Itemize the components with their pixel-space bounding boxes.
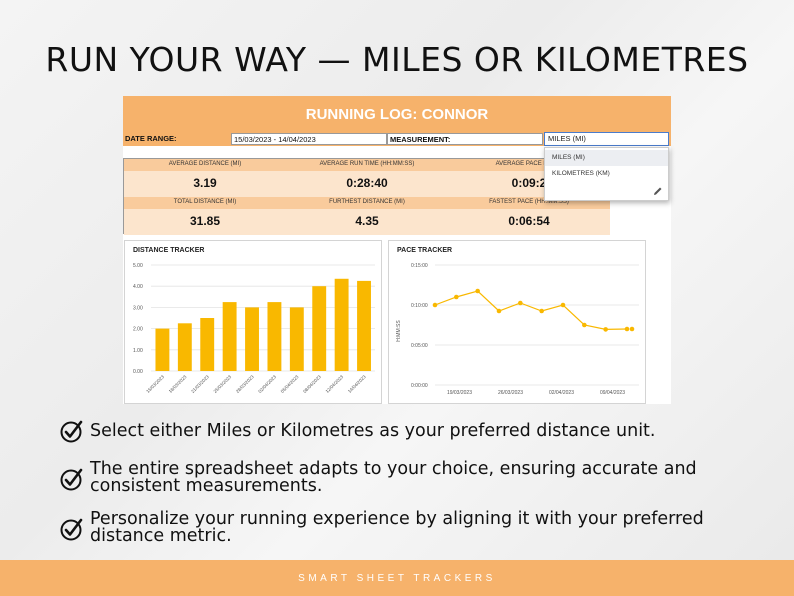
avg-run-time-label: AVERAGE RUN TIME (HH:MM:SS) — [319, 161, 415, 167]
settings-row: DATE RANGE: 15/03/2023 - 14/04/2023 MEAS… — [123, 132, 671, 146]
data-point — [539, 308, 544, 314]
stats-value-band — [124, 171, 610, 197]
date-range-field[interactable]: 15/03/2023 - 14/04/2023 — [231, 133, 387, 145]
y-axis-label: H:MM:SS — [396, 320, 402, 342]
y-tick-label: 4.00 — [133, 284, 143, 290]
fastest-pace-label: FASTEST PACE (HH:MM:SS) — [489, 199, 569, 205]
x-tick-label: 19/03/2023 — [447, 390, 472, 396]
data-point — [629, 326, 635, 332]
sheet-title: RUNNING LOG: CONNOR — [123, 96, 671, 132]
footer-brand: SMART SHEET TRACKERS — [0, 560, 794, 596]
check-circle-icon — [60, 420, 83, 443]
x-tick-label: 26/03/2023 — [498, 390, 523, 396]
x-tick-label: 02/04/2023 — [549, 390, 574, 396]
stats-label-band — [124, 197, 610, 209]
measurement-dropdown-menu: MILES (MI) KILOMETRES (KM) — [544, 147, 669, 201]
avg-distance-label: AVERAGE DISTANCE (MI) — [168, 161, 242, 167]
bar — [334, 278, 349, 371]
x-tick-label: 28/03/2023 — [235, 374, 255, 394]
bullet-text: Personalize your running experience by a… — [90, 509, 704, 546]
total-distance-label: TOTAL DISTANCE (MI) — [173, 199, 237, 205]
y-tick-label: 0:05:00 — [411, 343, 428, 349]
data-point — [454, 294, 459, 300]
stats-block: AVERAGE DISTANCE (MI) 3.19 AVERAGE RUN T… — [123, 158, 610, 235]
data-point — [560, 302, 566, 308]
y-tick-label: 2.00 — [133, 327, 143, 333]
y-tick-label: 0:15:00 — [411, 263, 428, 269]
bar — [177, 323, 192, 371]
dropdown-option-kilometres[interactable]: KILOMETRES (KM) — [552, 170, 610, 177]
x-tick-label: 21/03/2023 — [190, 374, 210, 394]
furthest-distance-value: 4.35 — [355, 214, 379, 228]
avg-distance-value: 3.19 — [193, 176, 217, 190]
bar — [245, 307, 259, 371]
data-point — [432, 302, 438, 308]
data-point — [624, 326, 630, 332]
data-point — [475, 288, 480, 294]
stats-label-band — [124, 159, 610, 171]
avg-pace-label: AVERAGE PACE PER M — [495, 161, 563, 167]
stats-value-band — [124, 209, 610, 235]
x-tick-label: 25/03/2023 — [213, 374, 233, 394]
distance-tracker-panel: DISTANCE TRACKER 0.00 1.00 2.00 3.00 4.00 5.0… — [124, 240, 382, 404]
date-range-label: DATE RANGE: — [125, 134, 177, 143]
x-tick-label: 15/03/2023 — [145, 374, 165, 394]
dropdown-option-miles[interactable]: MILES (MI) — [545, 150, 668, 166]
y-tick-label: 3.00 — [133, 305, 143, 311]
data-point — [603, 327, 608, 332]
x-tick-label: 02/04/2023 — [257, 374, 277, 394]
measurement-label: MEASUREMENT: — [387, 133, 543, 145]
bullet-text: Select either Miles or Kilometres as you… — [90, 421, 656, 441]
x-tick-label: 08/04/2023 — [302, 374, 322, 394]
furthest-distance-label: FURTHEST DISTANCE (MI) — [329, 199, 405, 205]
bar — [357, 280, 371, 371]
bullet-item: Select either Miles or Kilometres as you… — [60, 419, 760, 445]
y-tick-label: 5.00 — [133, 263, 143, 269]
bullet-text: The entire spreadsheet adapts to your ch… — [90, 459, 697, 496]
fastest-pace-value: 0:06:54 — [508, 214, 550, 228]
x-tick-label: 12/04/2023 — [325, 374, 345, 394]
data-point — [582, 322, 587, 328]
bullet-item: Personalize your running experience by a… — [60, 509, 760, 551]
bar — [155, 328, 170, 371]
bar — [200, 318, 215, 371]
pace-chart-title: PACE TRACKER — [397, 247, 453, 254]
x-tick-label: 14/04/2023 — [347, 374, 367, 394]
y-tick-label: 0.00 — [133, 369, 143, 375]
data-point — [518, 300, 523, 306]
y-tick-label: 0:10:00 — [411, 303, 428, 309]
spacer — [123, 146, 671, 158]
avg-run-time-value: 0:28:40 — [346, 176, 388, 190]
avg-pace-value: 0:09:2 — [511, 176, 547, 190]
check-circle-icon — [60, 468, 83, 491]
x-tick-label: 05/04/2023 — [280, 374, 300, 394]
total-distance-value: 31.85 — [189, 214, 221, 228]
bar — [289, 307, 304, 371]
bullet-item: The entire spreadsheet adapts to your ch… — [60, 459, 760, 501]
bar — [312, 286, 327, 371]
x-tick-label: 09/04/2023 — [600, 390, 625, 396]
bar — [267, 302, 282, 371]
pace-line — [434, 290, 628, 331]
y-tick-label: 0:00:00 — [411, 383, 428, 389]
pencil-icon[interactable] — [653, 186, 663, 196]
y-tick-label: 1.00 — [133, 348, 143, 354]
data-point — [496, 308, 502, 314]
pace-chart: 0:00:00 0:05:00 0:10:00 0:15:00 H:MM:SS 19/03… — [396, 263, 639, 396]
measurement-dropdown[interactable]: MILES (MI) — [544, 132, 669, 146]
distance-chart-title: DISTANCE TRACKER — [133, 247, 205, 254]
headline: RUN YOUR WAY — MILES OR KILOMETRES — [45, 40, 749, 79]
x-tick-label: 18/03/2023 — [168, 374, 188, 394]
check-circle-icon — [60, 518, 83, 541]
bar — [222, 302, 237, 371]
distance-chart: 0.00 1.00 2.00 3.00 4.00 5.00 15/03/2023 18/03/… — [133, 263, 375, 394]
pace-tracker-panel: PACE TRACKER 0:00:00 0:05:00 0:10:00 0:15:0… — [388, 240, 646, 404]
